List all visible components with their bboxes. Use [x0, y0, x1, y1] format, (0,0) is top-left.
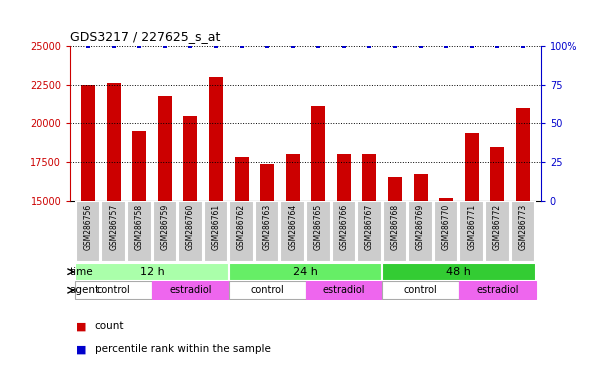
Text: GSM286770: GSM286770	[442, 204, 451, 250]
Text: GSM286756: GSM286756	[84, 204, 93, 250]
Text: GSM286761: GSM286761	[211, 204, 221, 250]
FancyBboxPatch shape	[306, 281, 382, 299]
Text: GSM286764: GSM286764	[288, 204, 297, 250]
Bar	[107, 83, 121, 200]
FancyBboxPatch shape	[459, 281, 536, 299]
Bar	[311, 106, 325, 200]
FancyBboxPatch shape	[229, 281, 306, 299]
Text: control: control	[97, 285, 131, 295]
Bar	[132, 131, 146, 200]
Text: time: time	[70, 267, 93, 277]
Text: GSM286760: GSM286760	[186, 204, 195, 250]
Text: count: count	[95, 321, 124, 331]
FancyBboxPatch shape	[255, 201, 279, 262]
Text: 12 h: 12 h	[140, 267, 164, 277]
FancyBboxPatch shape	[127, 201, 152, 262]
Bar	[81, 85, 95, 200]
Bar	[337, 154, 351, 200]
Text: GSM286766: GSM286766	[339, 204, 348, 250]
Text: ■: ■	[76, 344, 87, 354]
Text: GSM286768: GSM286768	[390, 204, 400, 250]
FancyBboxPatch shape	[332, 201, 356, 262]
FancyBboxPatch shape	[408, 201, 433, 262]
FancyBboxPatch shape	[229, 201, 254, 262]
FancyBboxPatch shape	[76, 201, 100, 262]
Text: GSM286763: GSM286763	[263, 204, 272, 250]
FancyBboxPatch shape	[382, 201, 408, 262]
Text: ■: ■	[76, 321, 87, 331]
Bar	[490, 147, 504, 200]
Bar	[362, 154, 376, 200]
Bar	[465, 132, 479, 200]
FancyBboxPatch shape	[152, 281, 229, 299]
FancyBboxPatch shape	[280, 201, 305, 262]
FancyBboxPatch shape	[75, 281, 152, 299]
Text: estradiol: estradiol	[476, 285, 519, 295]
Text: GSM286767: GSM286767	[365, 204, 374, 250]
FancyBboxPatch shape	[229, 263, 382, 281]
Bar	[209, 77, 223, 200]
FancyBboxPatch shape	[382, 281, 459, 299]
Text: GSM286765: GSM286765	[314, 204, 323, 250]
FancyBboxPatch shape	[459, 201, 484, 262]
Bar	[286, 154, 300, 200]
Text: percentile rank within the sample: percentile rank within the sample	[95, 344, 271, 354]
Text: GSM286762: GSM286762	[237, 204, 246, 250]
Text: GSM286758: GSM286758	[135, 204, 144, 250]
FancyBboxPatch shape	[434, 201, 458, 262]
Text: control: control	[251, 285, 284, 295]
Text: control: control	[404, 285, 437, 295]
Bar	[516, 108, 530, 200]
FancyBboxPatch shape	[511, 201, 535, 262]
Bar	[414, 174, 428, 200]
Bar	[158, 96, 172, 200]
FancyBboxPatch shape	[153, 201, 177, 262]
Text: GSM286771: GSM286771	[467, 204, 476, 250]
Text: agent: agent	[70, 285, 100, 295]
Text: estradiol: estradiol	[169, 285, 211, 295]
Text: 24 h: 24 h	[293, 267, 318, 277]
Bar	[439, 197, 453, 200]
Text: GDS3217 / 227625_s_at: GDS3217 / 227625_s_at	[70, 30, 221, 43]
Bar	[235, 157, 249, 200]
Text: GSM286773: GSM286773	[518, 204, 527, 250]
Bar	[260, 164, 274, 200]
Text: GSM286769: GSM286769	[416, 204, 425, 250]
Text: estradiol: estradiol	[323, 285, 365, 295]
FancyBboxPatch shape	[203, 201, 229, 262]
Text: GSM286759: GSM286759	[160, 204, 169, 250]
FancyBboxPatch shape	[357, 201, 382, 262]
FancyBboxPatch shape	[382, 263, 536, 281]
FancyBboxPatch shape	[306, 201, 331, 262]
Text: GSM286757: GSM286757	[109, 204, 119, 250]
FancyBboxPatch shape	[75, 263, 229, 281]
Bar	[183, 116, 197, 200]
Text: GSM286772: GSM286772	[492, 204, 502, 250]
FancyBboxPatch shape	[485, 201, 510, 262]
FancyBboxPatch shape	[178, 201, 203, 262]
Bar	[388, 177, 402, 200]
FancyBboxPatch shape	[101, 201, 126, 262]
Text: 48 h: 48 h	[447, 267, 471, 277]
